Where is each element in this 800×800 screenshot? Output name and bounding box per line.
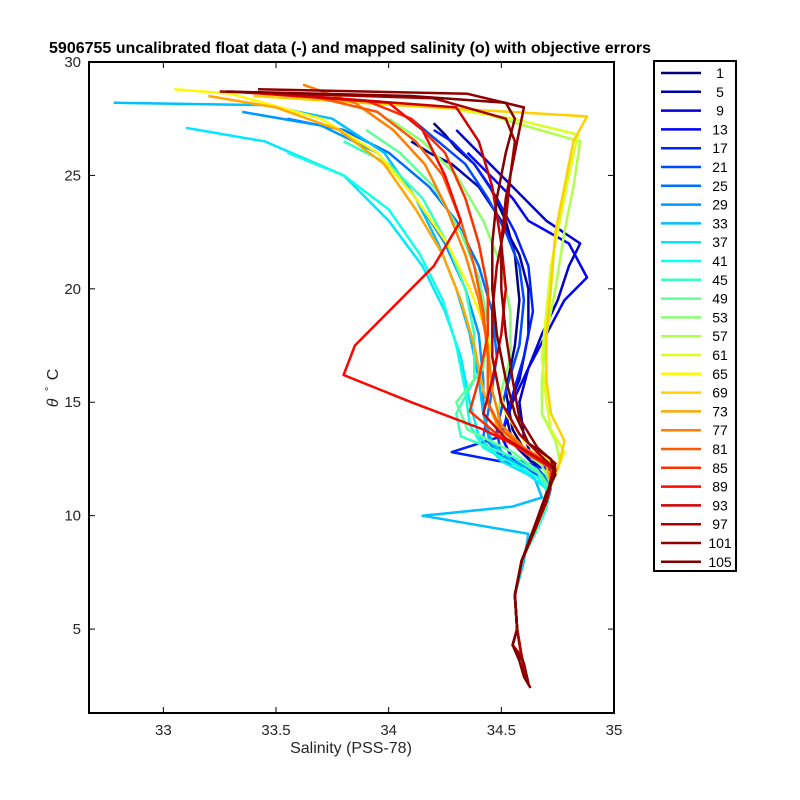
legend-label-29: 29 (712, 197, 728, 213)
legend-label-37: 37 (712, 234, 728, 250)
legend-label-57: 57 (712, 328, 728, 344)
legend-label-1: 1 (716, 65, 724, 81)
y-tick-label: 15 (64, 394, 81, 411)
legend-label-81: 81 (712, 441, 728, 457)
x-tick-label: 34.5 (487, 722, 516, 739)
x-tick-label: 34 (380, 722, 397, 739)
legend-label-13: 13 (712, 121, 728, 137)
legend-label-61: 61 (712, 347, 728, 363)
x-tick-label: 33 (155, 722, 172, 739)
y-tick-label: 5 (73, 621, 81, 638)
chart-title: 5906755 uncalibrated float data (-) and … (49, 40, 651, 57)
legend-label-73: 73 (712, 403, 728, 419)
svg-text:θ ° C: θ ° C (40, 369, 62, 408)
series-line-105 (226, 90, 557, 689)
y-tick-label: 30 (64, 54, 81, 71)
legend-label-33: 33 (712, 215, 728, 231)
legend-label-41: 41 (712, 253, 728, 269)
series-layer (113, 83, 589, 689)
legend-label-77: 77 (712, 422, 728, 438)
legend-label-65: 65 (712, 366, 728, 382)
legend-label-97: 97 (712, 516, 728, 532)
legend-label-85: 85 (712, 460, 728, 476)
legend-label-69: 69 (712, 385, 728, 401)
legend-label-93: 93 (712, 497, 728, 513)
legend-label-45: 45 (712, 272, 728, 288)
legend-label-89: 89 (712, 479, 728, 495)
legend-label-49: 49 (712, 291, 728, 307)
y-tick-label: 25 (64, 167, 81, 184)
x-tick-label: 33.5 (261, 722, 290, 739)
legend-label-101: 101 (708, 535, 732, 551)
x-tick-label: 35 (606, 722, 623, 739)
plot-area (89, 62, 614, 713)
y-axis-label-degree: ° (44, 387, 56, 391)
legend-label-9: 9 (716, 103, 724, 119)
legend-items: 1 5 9 13 17 21 25 29 33 37 41 45 49 53 57 61 65 69 73 77 81 8… (661, 65, 732, 570)
legend: 1 5 9 13 17 21 25 29 33 37 41 45 49 53 57 61 65 69 73 77 81 8… (653, 60, 737, 572)
y-tick-label: 20 (64, 281, 81, 298)
y-axis-label: θ ° C (40, 369, 62, 408)
plot-frame (88, 61, 615, 714)
legend-label-105: 105 (708, 554, 732, 570)
y-axis-label-unit: C (45, 369, 62, 381)
y-axis-ticks: 5 10 15 20 25 30 (64, 54, 614, 638)
legend-label-5: 5 (716, 84, 724, 100)
x-axis-label: Salinity (PSS-78) (290, 740, 412, 757)
legend-label-21: 21 (712, 159, 728, 175)
legend-label-17: 17 (712, 140, 728, 156)
x-axis-ticks: 33 33.5 34 34.5 35 (155, 62, 622, 739)
y-tick-label: 10 (64, 508, 81, 525)
legend-label-25: 25 (712, 178, 728, 194)
legend-label-53: 53 (712, 309, 728, 325)
y-axis-label-symbol: θ (45, 398, 62, 407)
